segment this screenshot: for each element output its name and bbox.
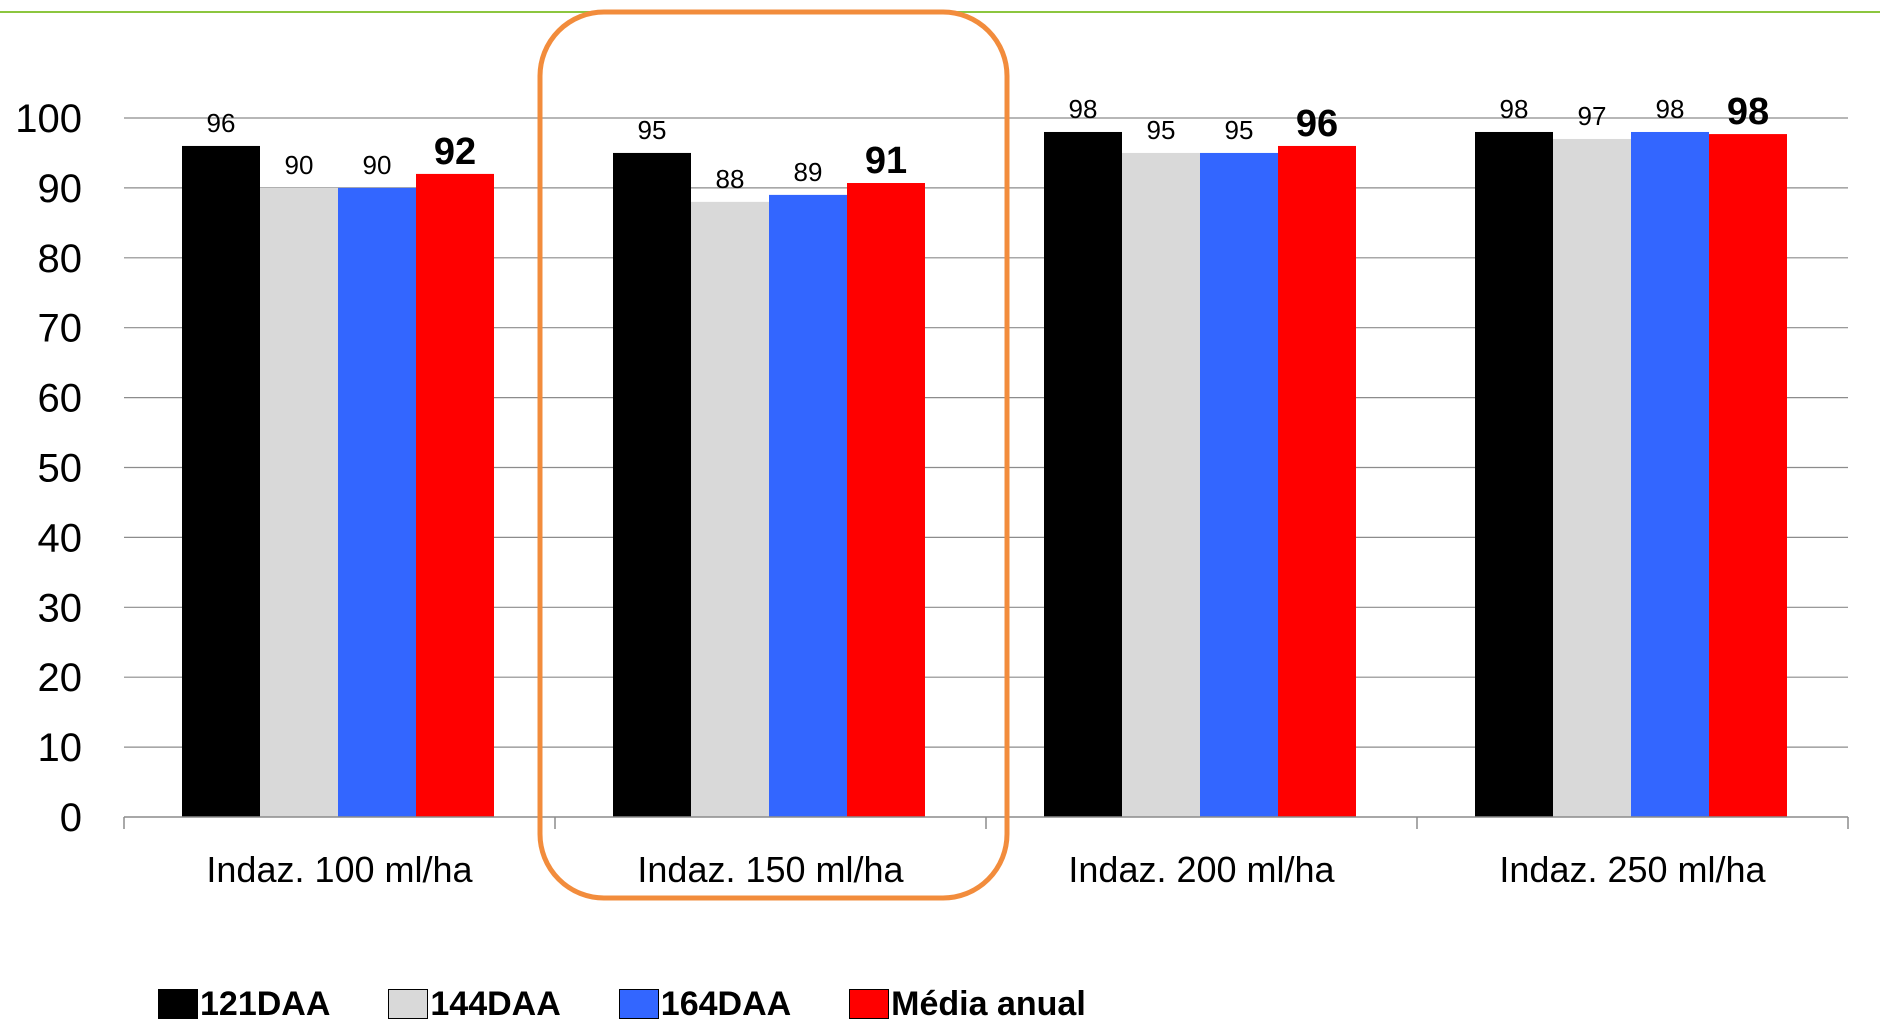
- bar: [182, 145, 260, 817]
- data-label: 97: [1578, 101, 1607, 131]
- bar: [338, 187, 416, 817]
- y-tick-label: 90: [38, 167, 83, 211]
- data-label: 95: [1225, 115, 1254, 145]
- bar: [1553, 138, 1631, 818]
- bar: [1631, 131, 1709, 818]
- data-label: 95: [1147, 115, 1176, 145]
- y-tick-label: 80: [38, 237, 83, 281]
- y-tick-label: 20: [38, 656, 83, 700]
- data-label: 95: [638, 115, 667, 145]
- bar: [1122, 152, 1200, 817]
- y-tick-label: 30: [38, 586, 83, 630]
- y-tick-label: 70: [38, 307, 83, 351]
- data-label: 98: [1069, 94, 1098, 124]
- legend-item-media-anual: Média anual: [849, 985, 1086, 1024]
- category-label: Indaz. 100 ml/ha: [206, 849, 473, 890]
- bar: [613, 152, 691, 817]
- category-label: Indaz. 200 ml/ha: [1068, 849, 1335, 890]
- legend-swatch-164daa: [618, 989, 659, 1019]
- legend-label-121daa: 121DAA: [200, 984, 331, 1023]
- y-tick-label: 100: [15, 97, 82, 141]
- labels: 0 10 20 30 40 50 60 70 80 90 100 96 90 90 92 Indaz. 100…: [15, 91, 1769, 890]
- legend-swatch-121daa: [158, 989, 198, 1019]
- bar: [1200, 152, 1278, 817]
- data-label: 90: [363, 150, 392, 180]
- bar: [1475, 131, 1553, 818]
- legend-item-164daa: 164DAA: [618, 984, 792, 1024]
- legend-label-media-anual: Média anual: [891, 984, 1086, 1023]
- legend-item-144daa: 144DAA: [388, 984, 561, 1024]
- data-label: 89: [794, 157, 823, 187]
- bars: [182, 131, 1787, 818]
- data-label: 91: [865, 140, 907, 182]
- category-label: Indaz. 250 ml/ha: [1499, 849, 1766, 890]
- y-tick-label: 10: [38, 726, 83, 770]
- data-label: 98: [1656, 94, 1685, 124]
- bar: [416, 173, 494, 818]
- bar: [1709, 134, 1787, 817]
- bar: [1044, 131, 1122, 818]
- legend-label-144daa: 144DAA: [430, 984, 561, 1023]
- data-label: 98: [1500, 94, 1529, 124]
- data-label: 98: [1727, 91, 1769, 133]
- legend-swatch-144daa: [388, 989, 429, 1019]
- bar: [691, 201, 769, 817]
- y-tick-label: 60: [38, 377, 83, 421]
- bar: [260, 187, 338, 817]
- legend-label-164daa: 164DAA: [660, 984, 792, 1023]
- category-label: Indaz. 150 ml/ha: [637, 849, 904, 890]
- data-label: 96: [207, 108, 236, 138]
- axes: [123, 816, 1849, 829]
- data-label: 92: [434, 131, 476, 173]
- highlight-box: [537, 9, 1010, 901]
- data-label: 88: [716, 164, 745, 194]
- y-tick-label: 0: [60, 796, 82, 840]
- legend-swatch-media-anual: [849, 989, 890, 1019]
- data-label: 96: [1296, 103, 1338, 145]
- legend: 121DAA 144DAA 164DAA Média anual: [158, 984, 1144, 1024]
- bar: [847, 183, 925, 817]
- bar: [1278, 145, 1356, 817]
- y-tick-label: 50: [38, 447, 83, 491]
- bar: [769, 194, 847, 817]
- y-tick-label: 40: [38, 516, 83, 560]
- data-label: 90: [285, 150, 314, 180]
- legend-item-121daa: 121DAA: [158, 985, 330, 1024]
